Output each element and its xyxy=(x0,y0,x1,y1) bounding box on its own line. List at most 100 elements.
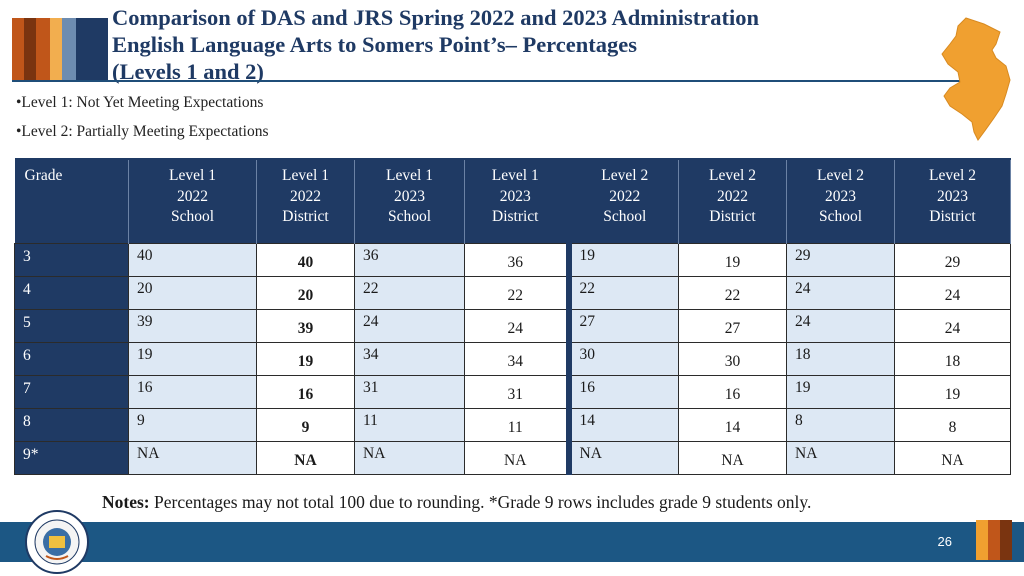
header-cell: Level 1 2022 School xyxy=(128,158,257,244)
footer-accent-stripes xyxy=(976,520,1012,560)
value-cell: NA xyxy=(354,441,465,475)
value-cell: 34 xyxy=(354,342,465,376)
value-cell: 19 xyxy=(894,375,1011,409)
value-cell: 22 xyxy=(678,276,787,310)
value-cell: 39 xyxy=(128,309,257,343)
header-cell: Level 1 2022 District xyxy=(256,158,355,244)
value-cell: 20 xyxy=(128,276,257,310)
title-line-2: English Language Arts to Somers Point’s–… xyxy=(112,32,637,57)
grade-cell: 7 xyxy=(14,375,129,409)
value-cell: 24 xyxy=(894,276,1011,310)
value-cell: 34 xyxy=(464,342,569,376)
value-cell: 19 xyxy=(256,342,355,376)
value-cell: 11 xyxy=(464,408,569,442)
value-cell: 24 xyxy=(464,309,569,343)
bullet-level-1: •Level 1: Not Yet Meeting Expectations xyxy=(16,94,264,111)
table-row: 7 16 16 31 31 16 16 19 19 xyxy=(14,375,1011,409)
title-line-3: (Levels 1 and 2) xyxy=(112,59,264,84)
value-cell: 9 xyxy=(256,408,355,442)
value-cell: 29 xyxy=(894,243,1011,277)
notes-footnote: Notes: Percentages may not total 100 due… xyxy=(102,492,811,513)
title-divider xyxy=(12,80,968,82)
slide-title: Comparison of DAS and JRS Spring 2022 an… xyxy=(112,4,912,85)
value-cell: NA xyxy=(565,441,679,475)
value-cell: 24 xyxy=(354,309,465,343)
value-cell: 19 xyxy=(128,342,257,376)
value-cell: 31 xyxy=(464,375,569,409)
header-line: 2023 xyxy=(394,187,425,205)
value-cell: 27 xyxy=(678,309,787,343)
grade-cell: 8 xyxy=(14,408,129,442)
header-line: District xyxy=(709,208,756,225)
notes-label: Notes: xyxy=(102,492,150,512)
value-cell: 30 xyxy=(565,342,679,376)
value-cell: NA xyxy=(786,441,895,475)
header-line: Level 2 xyxy=(601,167,649,184)
table-row: 5 39 39 24 24 27 27 24 24 xyxy=(14,309,1011,343)
header-line: 2023 xyxy=(937,187,968,205)
value-cell: 31 xyxy=(354,375,465,409)
header-line: Level 1 xyxy=(282,167,329,184)
header-line: Level 1 xyxy=(491,167,539,184)
header-line: 2022 xyxy=(177,187,208,205)
value-cell: 24 xyxy=(786,276,895,310)
grade-cell: 5 xyxy=(14,309,129,343)
value-cell: 36 xyxy=(354,243,465,277)
header-line: School xyxy=(170,208,215,225)
header-line: School xyxy=(603,208,647,225)
page-number: 26 xyxy=(937,534,952,549)
table-row: 6 19 19 34 34 30 30 18 18 xyxy=(14,342,1011,376)
header-line: 2022 xyxy=(290,187,321,205)
table-header: Grade Level 1 2022 School Level 1 2022 Distric… xyxy=(14,158,1011,244)
header-cell: Level 1 2023 School xyxy=(354,158,465,244)
table-row: 3 40 40 36 36 19 19 29 29 xyxy=(14,243,1011,277)
value-cell: 20 xyxy=(256,276,355,310)
table-body: 3 40 40 36 36 19 19 29 29 4 20 20 22 22 22 22 24 24 5 39 39 2… xyxy=(14,243,1011,475)
header-cell: Level 2 2022 School xyxy=(565,158,679,244)
value-cell: 27 xyxy=(565,309,679,343)
value-cell: 19 xyxy=(565,243,679,277)
value-cell: 29 xyxy=(786,243,895,277)
header-line: 2023 xyxy=(499,187,531,205)
value-cell: 40 xyxy=(128,243,257,277)
value-cell: 22 xyxy=(354,276,465,310)
header-line: School xyxy=(387,208,432,225)
header-line: Level 2 xyxy=(709,167,756,184)
header-line: 2022 xyxy=(609,187,641,205)
header-cell: Level 2 2023 School xyxy=(786,158,895,244)
footer-bar xyxy=(0,522,1024,562)
value-cell: 9 xyxy=(128,408,257,442)
title-accent-stripes xyxy=(12,18,108,80)
header-cell: Level 2 2023 District xyxy=(894,158,1011,244)
value-cell: 16 xyxy=(128,375,257,409)
value-cell: 14 xyxy=(565,408,679,442)
value-cell: NA xyxy=(894,441,1011,475)
header-line: 2022 xyxy=(717,187,748,205)
value-cell: 39 xyxy=(256,309,355,343)
grade-cell: 6 xyxy=(14,342,129,376)
table-row: 8 9 9 11 11 14 14 8 8 xyxy=(14,408,1011,442)
header-line: Level 2 xyxy=(817,167,864,184)
table-row: 9* NA NA NA NA NA NA NA NA xyxy=(14,441,1011,475)
header-line: Level 2 xyxy=(929,167,976,184)
value-cell: 24 xyxy=(786,309,895,343)
title-line-1: Comparison of DAS and JRS Spring 2022 an… xyxy=(112,5,760,30)
value-cell: 19 xyxy=(678,243,787,277)
value-cell: 40 xyxy=(256,243,355,277)
bullet-level-2: •Level 2: Partially Meeting Expectations xyxy=(16,122,269,140)
value-cell: 22 xyxy=(464,276,569,310)
header-line: Grade xyxy=(24,167,63,184)
value-cell: 18 xyxy=(786,342,895,376)
value-cell: NA xyxy=(128,441,257,475)
value-cell: NA xyxy=(464,441,569,475)
header-line: District xyxy=(929,208,976,225)
header-line: District xyxy=(282,208,329,225)
value-cell: 19 xyxy=(786,375,895,409)
value-cell: 8 xyxy=(786,408,895,442)
value-cell: 14 xyxy=(678,408,787,442)
results-table: Grade Level 1 2022 School Level 1 2022 Distric… xyxy=(14,158,1011,475)
header-line: School xyxy=(818,208,863,225)
header-line: District xyxy=(492,208,539,225)
department-of-education-seal-icon xyxy=(25,510,89,574)
value-cell: 16 xyxy=(565,375,679,409)
